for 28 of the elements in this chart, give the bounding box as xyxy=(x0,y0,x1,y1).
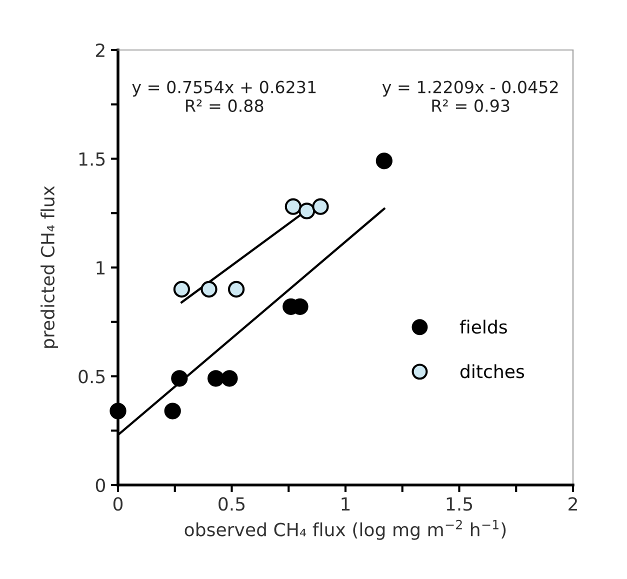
legend-label: ditches xyxy=(460,364,524,378)
y-tick-label: 2 xyxy=(96,43,104,57)
y-tick-label: 0.5 xyxy=(78,370,105,384)
point xyxy=(207,370,224,387)
legend-label: fields xyxy=(460,320,507,334)
x-tick-label: 0 xyxy=(113,497,123,511)
x-axis-title: observed CH₄ flux (log mg m$^{−2}$ h$^{−1}$) xyxy=(184,520,506,540)
point xyxy=(164,402,181,420)
point xyxy=(171,370,188,387)
point xyxy=(376,152,393,170)
annotation: y = 0.7554x + 0.6231 R² = 0.88 xyxy=(132,80,316,112)
y-tick-label: 1 xyxy=(96,261,105,274)
point xyxy=(298,202,316,220)
point xyxy=(200,280,218,298)
x-tick-label: 1 xyxy=(342,497,350,511)
y-axis-title: predicted CH₄ flux xyxy=(40,186,58,348)
x-tick-label: 0.5 xyxy=(218,497,245,511)
x-tick-label: 1.5 xyxy=(446,497,472,511)
point xyxy=(312,198,329,215)
point xyxy=(284,198,302,215)
y-tick-label: 0 xyxy=(96,478,105,492)
point xyxy=(221,370,238,387)
point xyxy=(173,280,190,298)
y-tick-label: 1.5 xyxy=(79,152,105,166)
annotation: y = 1.2209x - 0.0452 R² = 0.93 xyxy=(382,80,558,112)
point xyxy=(228,280,245,298)
point xyxy=(110,402,126,420)
x-tick-label: 2 xyxy=(568,497,577,511)
